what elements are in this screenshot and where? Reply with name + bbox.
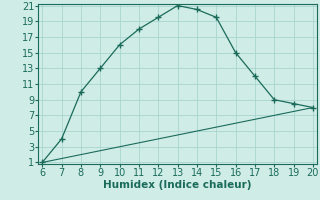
X-axis label: Humidex (Indice chaleur): Humidex (Indice chaleur) [103,180,252,190]
